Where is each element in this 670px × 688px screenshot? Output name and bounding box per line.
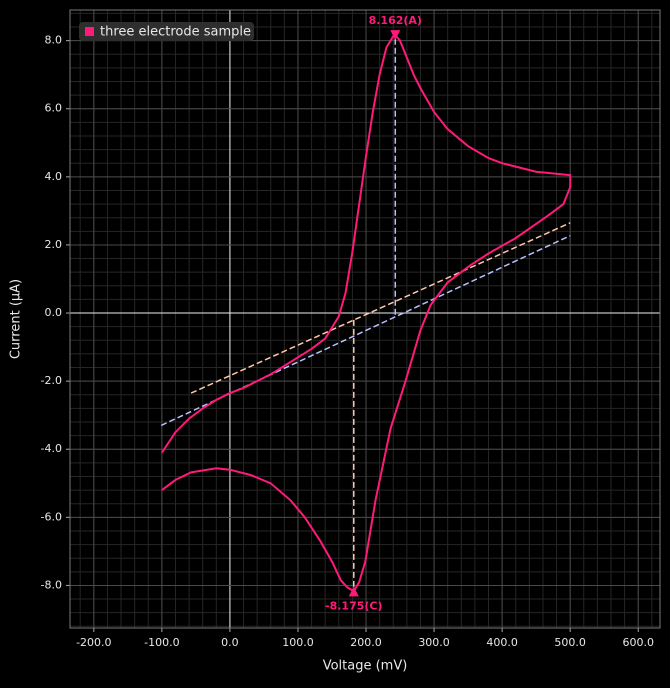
legend-swatch	[85, 27, 94, 36]
plot-frame	[69, 9, 661, 629]
legend-label: three electrode sample	[100, 25, 251, 40]
y-tick-label: 8.0	[45, 34, 63, 47]
data-line	[161, 33, 572, 593]
peak-marker	[390, 30, 401, 41]
y-tick-label: 6.0	[45, 102, 63, 115]
y-tick-label: -2.0	[41, 374, 62, 387]
y-tick-label: -6.0	[41, 510, 62, 523]
y-axis-title: Current (μA)	[9, 279, 24, 359]
x-tick-label: -200.0	[76, 636, 111, 649]
y-tick-label: -8.0	[41, 578, 62, 591]
x-tick-label: 400.0	[486, 636, 518, 649]
x-tick-label: 500.0	[554, 636, 586, 649]
x-axis-title: Voltage (mV)	[323, 659, 408, 674]
y-tick-label: 0.0	[45, 306, 63, 319]
legend: three electrode sample	[79, 22, 254, 41]
legend-box	[79, 22, 254, 41]
x-tick-label: 0.0	[221, 636, 239, 649]
x-tick-label: 600.0	[622, 636, 654, 649]
peak-marker	[348, 586, 359, 597]
x-tick-label: 200.0	[350, 636, 382, 649]
x-tick-label: -100.0	[144, 636, 179, 649]
peak-label: -8.175(C)	[325, 599, 383, 612]
y-tick-label: 2.0	[45, 238, 63, 251]
y-tick-label: -4.0	[41, 442, 62, 455]
y-tick-label: 4.0	[45, 170, 63, 183]
baseline	[190, 222, 571, 394]
peak-label: 8.162(A)	[369, 14, 422, 27]
x-tick-label: 100.0	[282, 636, 314, 649]
x-tick-label: 300.0	[418, 636, 450, 649]
